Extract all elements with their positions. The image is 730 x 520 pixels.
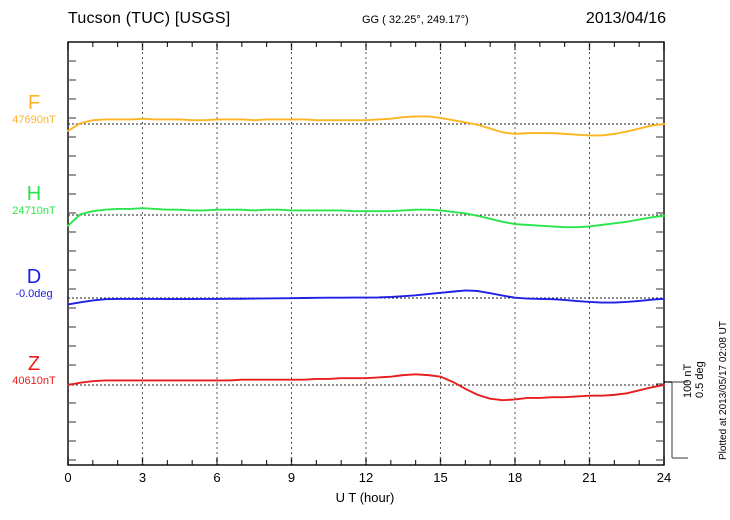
scale-bar-caption: 100 nT 0.5 deg <box>682 361 706 398</box>
trace-z <box>67 373 665 402</box>
scale-bar-nT: 100 nT <box>682 363 694 398</box>
x-tick-label-18: 18 <box>507 470 523 485</box>
component-baseline-h: 24710nT <box>12 205 56 217</box>
trace-f <box>67 115 665 137</box>
component-label-h: H 24710nT <box>2 184 66 218</box>
trace-d <box>67 289 665 306</box>
x-tick-label-15: 15 <box>433 470 448 485</box>
trace-h <box>67 207 665 229</box>
plotted-timestamp: Plotted at 2013/05/17 02:08 UT <box>718 321 729 460</box>
x-tick-label-24: 24 <box>656 470 672 485</box>
component-label-z: Z 40610nT <box>2 354 66 388</box>
component-label-f: F 47690nT <box>2 93 66 127</box>
x-tick-label-0: 0 <box>64 470 72 485</box>
x-tick-label-21: 21 <box>582 470 597 485</box>
x-tick-label-3: 3 <box>138 470 147 485</box>
observation-date: 2013/04/16 <box>585 10 666 27</box>
station-title: Tucson (TUC) [USGS] <box>68 10 231 27</box>
component-baseline-f: 47690nT <box>12 114 56 126</box>
component-label-d: D -0.0deg <box>2 267 66 301</box>
x-tick-label-9: 9 <box>287 470 296 485</box>
geographic-coordinates: GG ( 32.25°, 249.17°) <box>362 14 469 26</box>
scale-bar-deg: 0.5 deg <box>694 361 706 398</box>
x-tick-label-12: 12 <box>358 470 374 485</box>
component-letter-f: F <box>27 92 41 114</box>
component-letter-h: H <box>26 183 42 205</box>
component-baseline-d: -0.0deg <box>15 288 53 300</box>
component-letter-z: Z <box>27 353 41 375</box>
x-tick-label-6: 6 <box>213 470 221 485</box>
component-letter-d: D <box>26 266 42 288</box>
x-axis-title: U T (hour) <box>335 490 395 505</box>
component-baseline-z: 40610nT <box>12 375 56 387</box>
